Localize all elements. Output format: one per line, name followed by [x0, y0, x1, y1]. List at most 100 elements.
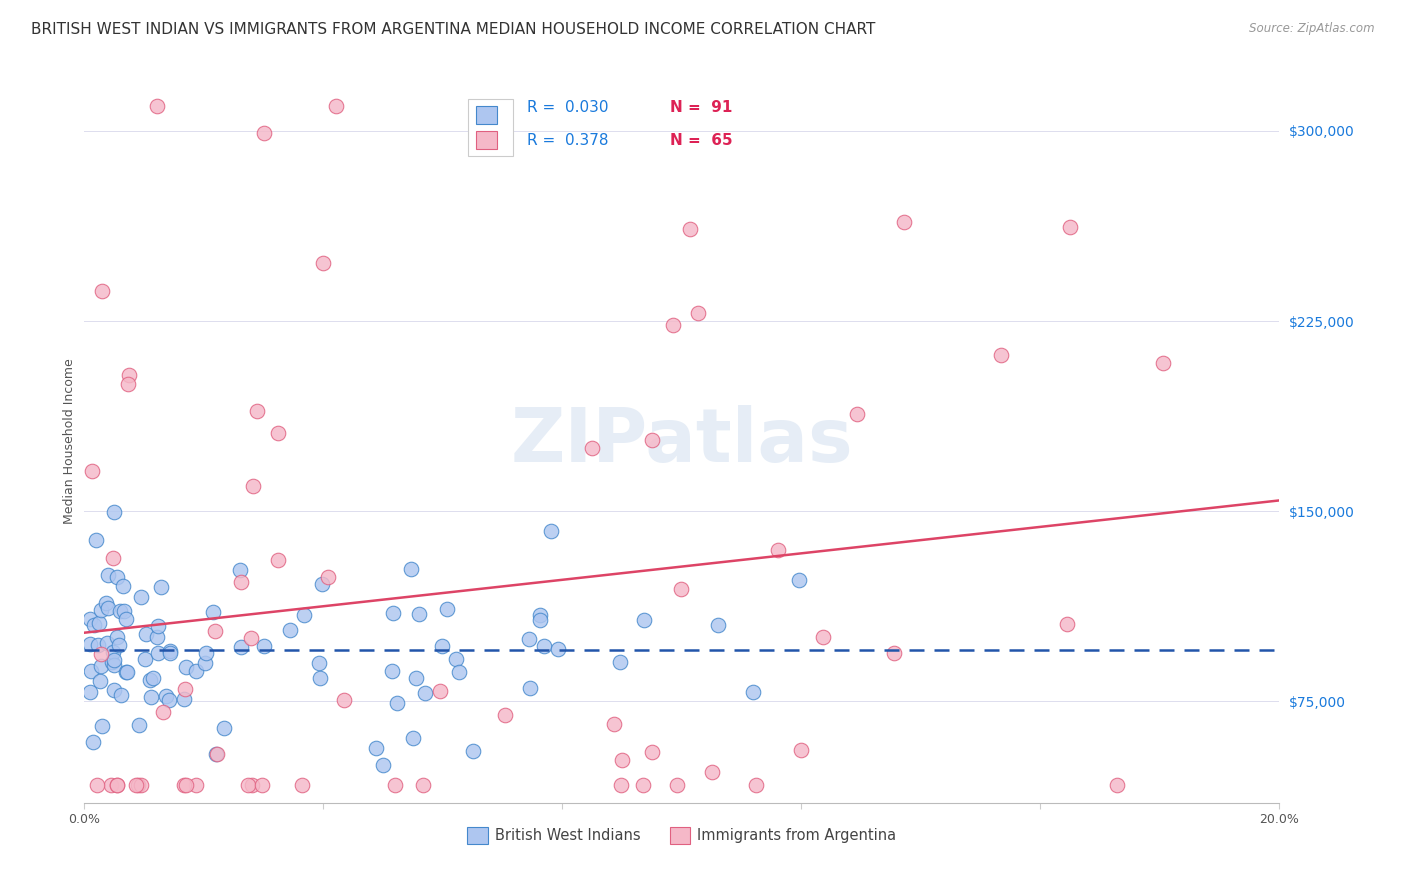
Point [381, 664, 404, 678]
Point [529, 607, 551, 622]
Point [103, 683, 125, 698]
Point [105, 630, 128, 644]
Point [79, 612, 101, 626]
Point [291, 778, 314, 792]
Point [101, 645, 124, 659]
Point [312, 256, 335, 270]
Point [610, 778, 633, 792]
Point [447, 665, 470, 679]
Point [111, 578, 134, 592]
Point [115, 665, 138, 680]
Point [415, 686, 437, 700]
Point [107, 638, 129, 652]
Point [325, 98, 347, 112]
Point [405, 671, 427, 685]
Point [173, 778, 195, 792]
Point [790, 742, 813, 756]
Point [205, 747, 228, 761]
Point [240, 778, 263, 792]
Point [384, 778, 406, 792]
Point [429, 683, 451, 698]
Point [125, 778, 148, 792]
Point [204, 624, 226, 638]
Point [84, 533, 107, 547]
Point [1105, 778, 1128, 792]
Point [114, 665, 136, 680]
Point [141, 690, 163, 704]
Point [444, 652, 467, 666]
Point [108, 604, 131, 618]
Point [741, 685, 763, 699]
Point [202, 605, 225, 619]
Point [631, 778, 654, 792]
Point [146, 630, 169, 644]
Point [547, 641, 569, 656]
Point [152, 705, 174, 719]
Point [845, 408, 868, 422]
Point [990, 347, 1012, 361]
Point [267, 553, 290, 567]
Text: N =  65: N = 65 [671, 133, 733, 148]
Point [112, 604, 135, 618]
Point [149, 580, 172, 594]
Point [105, 778, 128, 792]
Point [1056, 616, 1078, 631]
Point [402, 731, 425, 746]
Point [157, 692, 180, 706]
Point [97, 601, 120, 615]
Point [609, 655, 631, 669]
Point [533, 640, 555, 654]
Point [212, 721, 235, 735]
Text: N =  91: N = 91 [671, 100, 733, 114]
Point [292, 608, 315, 623]
Point [87, 638, 110, 652]
Point [90, 659, 112, 673]
Point [90, 719, 112, 733]
Point [90, 647, 112, 661]
Text: BRITISH WEST INDIAN VS IMMIGRANTS FROM ARGENTINA MEDIAN HOUSEHOLD INCOME CORRELA: BRITISH WEST INDIAN VS IMMIGRANTS FROM A… [31, 22, 876, 37]
Point [127, 778, 149, 792]
Point [91, 284, 114, 298]
Point [231, 575, 253, 590]
Point [79, 637, 101, 651]
Point [146, 646, 169, 660]
Point [494, 708, 516, 723]
Point [766, 543, 789, 558]
Text: Source: ZipAtlas.com: Source: ZipAtlas.com [1250, 22, 1375, 36]
Point [540, 524, 562, 538]
Point [86, 778, 108, 792]
Point [194, 646, 217, 660]
Point [96, 636, 118, 650]
Point [679, 222, 702, 236]
Point [883, 646, 905, 660]
Text: R =  0.378: R = 0.378 [527, 133, 607, 148]
Point [412, 778, 434, 792]
Point [105, 570, 128, 584]
Point [103, 658, 125, 673]
Point [82, 734, 104, 748]
Point [129, 778, 152, 792]
Point [184, 778, 207, 792]
Point [266, 425, 288, 440]
Point [612, 753, 634, 767]
Legend: British West Indians, Immigrants from Argentina: British West Indians, Immigrants from Ar… [461, 822, 903, 850]
Point [813, 630, 835, 644]
Point [103, 551, 125, 566]
Point [641, 745, 664, 759]
Point [148, 619, 170, 633]
Point [688, 306, 710, 320]
Point [278, 623, 301, 637]
Point [105, 778, 128, 792]
Point [373, 758, 395, 772]
Point [173, 681, 195, 696]
Point [408, 607, 430, 622]
Point [666, 778, 689, 792]
Text: R =  0.030: R = 0.030 [527, 100, 607, 114]
Point [115, 611, 138, 625]
Point [633, 613, 655, 627]
Point [529, 613, 551, 627]
Point [399, 562, 422, 576]
Point [142, 672, 165, 686]
Point [87, 615, 110, 630]
Point [669, 582, 692, 596]
